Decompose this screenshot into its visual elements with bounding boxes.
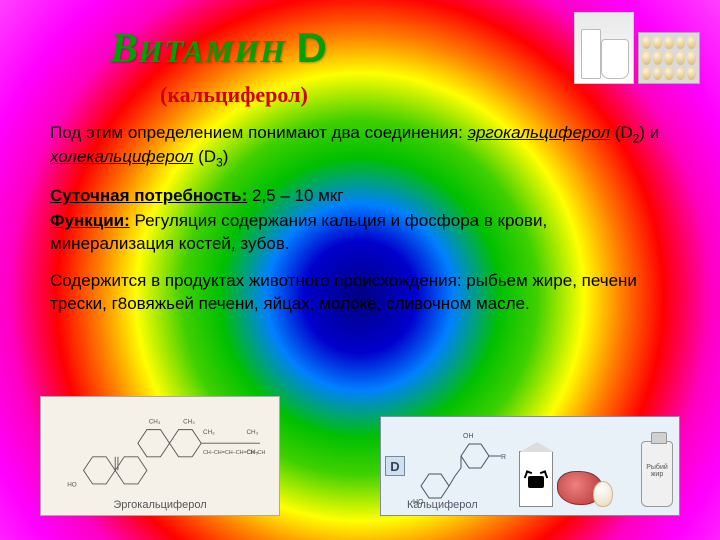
milk-illustration <box>574 12 634 84</box>
title-smallcaps: ИТАМИН <box>138 33 286 69</box>
image-top-foods <box>574 12 704 92</box>
svg-text:CH₃: CH₃ <box>149 418 161 425</box>
svg-text:CH–CH=CH–CH=CH–CH: CH–CH=CH–CH=CH–CH <box>203 450 265 456</box>
chem-structure-ergo: HO CH₃ CH₃ CH₃ CH₃ CH₃ CH–CH=CH–CH=CH–CH <box>61 407 269 493</box>
svg-text:R: R <box>501 454 506 461</box>
paragraph-sources: Содержится в продуктах животного происхо… <box>50 270 670 316</box>
paragraph-daily-need: Суточная потребность: 2,5 – 10 мкг <box>50 185 670 208</box>
egg-icon <box>593 481 613 507</box>
food-illustrations: Рыбий жир <box>517 424 675 509</box>
caption-calciferol: Кальциферол <box>407 499 478 511</box>
label-functions: Функции: <box>50 211 130 230</box>
fish-oil-bottle-icon: Рыбий жир <box>641 441 673 507</box>
body-text: Под этим определением понимают два соеди… <box>50 122 670 330</box>
title-first-letter: В <box>110 26 138 72</box>
page-title: ВИТАМИН D <box>110 24 327 73</box>
subtitle: (кальциферол) <box>160 82 308 108</box>
svg-text:CH₃: CH₃ <box>246 429 258 436</box>
cow-icon <box>528 476 544 488</box>
title-d-letter: D <box>297 24 327 71</box>
svg-text:OH: OH <box>463 433 474 440</box>
paragraph-functions: Функции: Регуляция содержания кальция и … <box>50 210 670 256</box>
chem-structure-calciferol: HO OH R <box>411 426 511 506</box>
image-calciferol-foods: D HO OH R Рыбий жир Кальциферол <box>380 416 680 516</box>
term-cholecalciferol: холекальциферол <box>50 147 193 166</box>
svg-text:CH₃: CH₃ <box>203 429 215 436</box>
eggs-illustration <box>638 32 700 84</box>
label-daily-need: Суточная потребность: <box>50 186 247 205</box>
milk-carton-icon <box>519 451 553 507</box>
caption-ergocalciferol: Эргокальциферол <box>113 499 206 511</box>
d-badge: D <box>385 456 405 476</box>
svg-text:HO: HO <box>67 482 77 489</box>
paragraph-definition: Под этим определением понимают два соеди… <box>50 122 670 171</box>
image-ergocalciferol-structure: HO CH₃ CH₃ CH₃ CH₃ CH₃ CH–CH=CH–CH=CH–CH… <box>40 396 280 516</box>
term-ergocalciferol: эргокальциферол <box>468 123 610 142</box>
bottle-label: Рыбий жир <box>644 464 670 479</box>
svg-text:CH₃: CH₃ <box>183 418 195 425</box>
